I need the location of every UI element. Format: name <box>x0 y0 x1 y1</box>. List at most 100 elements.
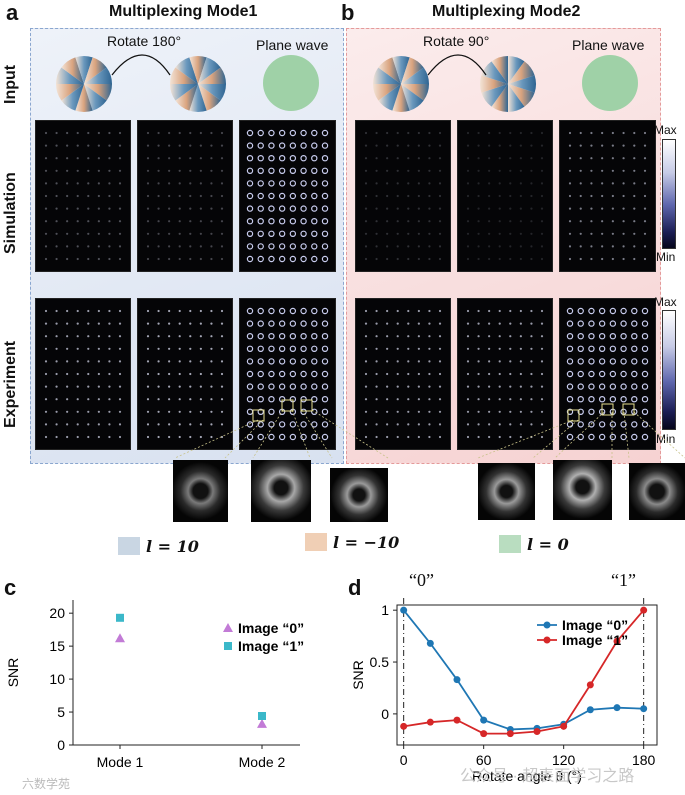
c-point-image0 <box>257 718 267 728</box>
panel-a-rotate-text: Rotate 180° <box>107 33 182 49</box>
zoom-inset-b3 <box>629 463 685 520</box>
colorbar-sim-min: Min <box>656 250 676 264</box>
d-point <box>453 716 461 724</box>
phase-wheel-b2 <box>480 55 536 112</box>
panel-b-title: Multiplexing Mode2 <box>432 3 581 20</box>
field-image-sim-b3 <box>559 120 656 272</box>
d-ylabel: SNR <box>350 660 366 690</box>
colorbar-sim <box>662 139 676 249</box>
legend-label-l0: l = 0 <box>527 535 569 554</box>
legend-label-lm10: l = −10 <box>333 533 400 552</box>
field-image-sim-a3 <box>239 120 336 272</box>
d-point <box>613 637 621 645</box>
connector-arc-b <box>427 54 487 76</box>
d-point <box>640 705 648 713</box>
c-point-image0 <box>115 633 125 643</box>
c-ytick-label: 0 <box>57 737 65 753</box>
d-point <box>426 718 434 726</box>
d-legend-label: Image “1” <box>562 632 628 648</box>
colorbar-exp-max: Max <box>654 295 677 309</box>
panel-letter-c: c <box>4 575 17 600</box>
snr-vs-angle-chart-d: 0 0.5 1 0 60 120 180 SNR Rotate angle θ (°) Image… <box>350 595 658 784</box>
panel-a-plane-text: Plane wave <box>256 37 329 53</box>
zoom-inset-b1 <box>478 463 535 520</box>
d-point <box>613 704 621 712</box>
d-xtick-label: 120 <box>552 752 576 768</box>
panel-b-rotate-text: Rotate 90° <box>423 33 490 49</box>
field-image-exp-b2 <box>457 298 553 450</box>
colorbar-sim-max: Max <box>654 123 677 137</box>
input-row-graphics <box>56 54 638 113</box>
d-point <box>426 639 434 647</box>
snr-chart-c: 0 5 10 15 20 Mode 1 Mode 2 SNR Image “0” Image “1… <box>5 600 304 770</box>
d-series-line <box>402 609 644 731</box>
d-xtick-label: 60 <box>476 752 492 768</box>
field-image-sim-b2 <box>457 120 553 272</box>
d-xlabel: Rotate angle θ (°) <box>472 768 582 784</box>
field-image-exp-b1 <box>355 298 451 450</box>
legend-swatch-l0 <box>499 535 521 553</box>
d-point <box>560 722 568 730</box>
d-legend-marker <box>543 636 551 644</box>
zoom-inset-a1 <box>173 460 228 522</box>
panel-a-title: Multiplexing Mode1 <box>109 3 258 20</box>
d-point <box>586 706 594 714</box>
field-image-sim-a2 <box>137 120 233 272</box>
connector-arc-a <box>111 54 171 76</box>
d-ytick-label: 1 <box>381 602 389 618</box>
d-point <box>640 606 648 614</box>
d-legend-marker <box>543 621 551 629</box>
zoom-inset-a2 <box>251 460 311 522</box>
phase-wheel-b1 <box>373 56 429 112</box>
panel-letter-b: b <box>341 0 355 25</box>
legend-swatch-l10 <box>118 537 140 555</box>
d-point <box>533 728 541 736</box>
phase-wheel-a1 <box>56 56 112 113</box>
d-point <box>480 716 488 724</box>
d-point <box>506 730 514 738</box>
d-ytick-label: 0 <box>381 706 389 722</box>
c-ytick-label: 15 <box>49 638 65 654</box>
colorbar-exp <box>662 310 676 430</box>
c-legend-label: Image “0” <box>238 620 304 636</box>
colorbar-exp-min: Min <box>656 432 676 446</box>
zoom-inset-a3 <box>330 468 388 522</box>
c-legend-label: Image “1” <box>238 638 304 654</box>
field-image-exp-a3 <box>239 298 336 450</box>
d-ytick-label: 0.5 <box>370 654 390 670</box>
field-image-exp-a1 <box>35 298 131 450</box>
legend-swatch-lm10 <box>305 533 327 551</box>
d-point <box>480 730 488 738</box>
c-category-label: Mode 1 <box>97 754 144 770</box>
plane-wave-b <box>582 55 638 111</box>
c-legend-marker <box>223 623 233 632</box>
field-image-exp-a2 <box>137 298 233 450</box>
d-frame <box>396 604 658 746</box>
d-point <box>400 606 408 614</box>
zoom-inset-b2 <box>553 460 612 520</box>
zoom-leader-lines <box>174 399 685 459</box>
d-legend-label: Image “0” <box>562 617 628 633</box>
c-category-label: Mode 2 <box>239 754 286 770</box>
legend-label-l10: l = 10 <box>146 537 199 556</box>
field-image-exp-b3 <box>559 298 656 450</box>
c-ytick-label: 20 <box>49 605 65 621</box>
d-point <box>453 676 461 684</box>
c-ytick-label: 10 <box>49 671 65 687</box>
d-point <box>400 722 408 730</box>
d-series-line <box>403 609 645 735</box>
phase-wheel-a2 <box>170 55 226 113</box>
plane-wave-a <box>263 55 319 111</box>
c-ytick-label: 5 <box>57 704 65 720</box>
field-image-sim-a1 <box>35 120 131 272</box>
watermark-left: 六数学苑 <box>22 777 71 791</box>
field-image-sim-b1 <box>355 120 451 272</box>
d-point <box>586 681 594 689</box>
top-label-zero: “0” <box>409 570 434 590</box>
d-xtick-label: 180 <box>632 752 656 768</box>
c-legend-marker <box>224 642 232 650</box>
watermark-right: 公众号 · 超表面学习之路 <box>460 768 635 785</box>
c-point-image1 <box>258 712 266 720</box>
c-ylabel: SNR <box>5 658 21 688</box>
panel-letter-a: a <box>6 0 19 25</box>
